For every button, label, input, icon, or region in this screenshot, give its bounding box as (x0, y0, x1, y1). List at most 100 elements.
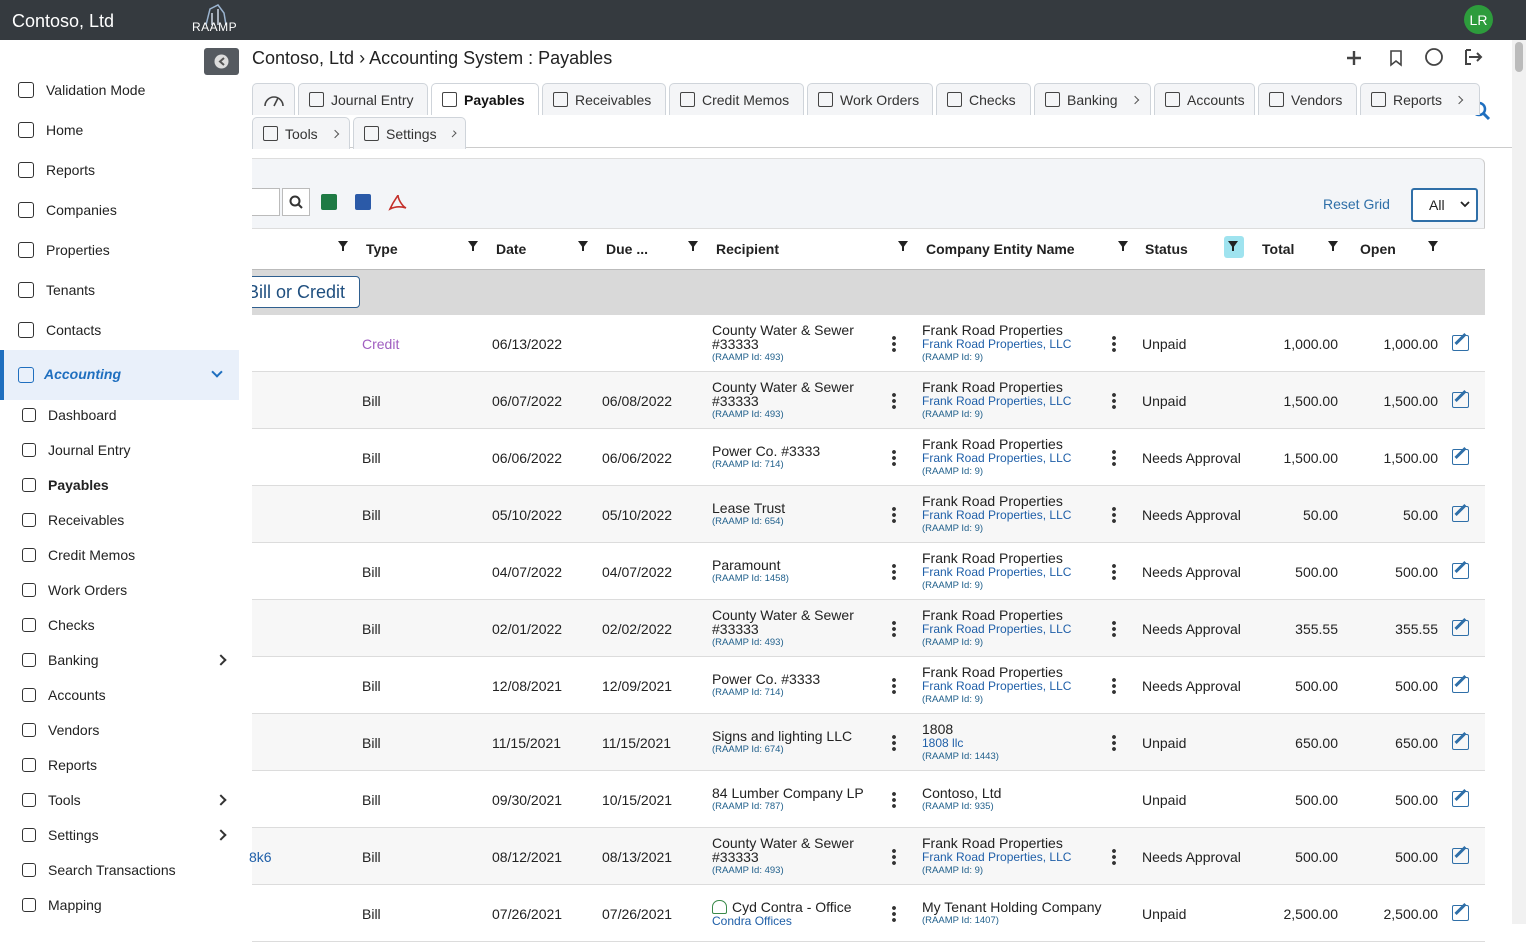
tab[interactable]: Accounts (1154, 83, 1255, 115)
edit-icon[interactable] (1452, 389, 1469, 408)
company-menu[interactable] (1112, 335, 1116, 353)
tab[interactable]: Tools (252, 117, 350, 149)
exit-icon[interactable] (1465, 49, 1483, 65)
company-link[interactable]: Frank Road Properties, LLC (922, 850, 1072, 864)
add-bill-button[interactable]: Bill or Credit (252, 276, 361, 308)
collapse-button[interactable] (204, 48, 239, 75)
company-menu[interactable] (1112, 563, 1116, 581)
table-row[interactable]: Bill 05/10/2022 05/10/2022 Lease Trust (RAAM… (252, 486, 1485, 543)
sidebar-item[interactable]: Contacts (0, 312, 239, 348)
sidebar-item[interactable]: Dashboard (0, 397, 239, 433)
company-link[interactable]: Frank Road Properties, LLC (922, 679, 1072, 693)
company-menu[interactable] (1112, 506, 1116, 524)
sidebar-item[interactable]: Tools (0, 782, 239, 818)
search-input[interactable] (252, 188, 280, 216)
filter-icon[interactable] (468, 241, 478, 248)
edit-icon[interactable] (1452, 902, 1469, 921)
filter-select[interactable]: All (1411, 188, 1478, 222)
recipient-link[interactable]: Condra Offices (712, 913, 792, 928)
company-menu[interactable] (1112, 620, 1116, 638)
company-menu[interactable] (1112, 392, 1116, 410)
company-menu[interactable] (1112, 677, 1116, 695)
tab[interactable]: Checks (936, 83, 1031, 115)
sidebar-item[interactable]: Properties (0, 232, 239, 268)
tab[interactable]: Reports (1360, 83, 1480, 115)
sidebar-item[interactable]: Credit Memos (0, 537, 239, 573)
accounting-section[interactable]: Accounting (0, 350, 239, 400)
table-row[interactable]: Bill 06/07/2022 06/08/2022 County Water & S… (252, 372, 1485, 429)
sidebar-item[interactable]: Validation Mode (0, 72, 239, 108)
tab[interactable]: Journal Entry (298, 83, 428, 115)
column-header[interactable]: Open (1360, 241, 1396, 257)
edit-icon[interactable] (1452, 845, 1469, 864)
edit-icon[interactable] (1452, 503, 1469, 522)
filter-icon[interactable] (1328, 241, 1338, 248)
edit-icon[interactable] (1452, 446, 1469, 465)
recipient-menu[interactable] (892, 734, 896, 752)
column-header[interactable]: Date (496, 241, 527, 257)
sidebar-item[interactable]: Settings (0, 817, 239, 853)
table-row[interactable]: Bill 06/06/2022 06/06/2022 Power Co. #3333(… (252, 429, 1485, 486)
tab[interactable]: Work Orders (807, 83, 933, 115)
filter-icon[interactable] (688, 241, 698, 248)
company-link[interactable]: Frank Road Properties, LLC (922, 622, 1072, 636)
company-link[interactable]: 1808 llc (922, 736, 964, 750)
tab[interactable]: Receivables (542, 83, 666, 115)
company-link[interactable]: Frank Road Properties, LLC (922, 565, 1072, 579)
help-icon[interactable] (1425, 48, 1443, 66)
column-header[interactable]: Recipient (716, 241, 780, 257)
filter-icon[interactable] (1428, 241, 1438, 248)
avatar[interactable]: LR (1464, 5, 1493, 34)
filter-icon[interactable] (338, 241, 348, 248)
company-menu[interactable] (1112, 449, 1116, 467)
sidebar-item[interactable]: Receivables (0, 502, 239, 538)
search-button[interactable] (282, 188, 310, 216)
add-icon[interactable] (1347, 51, 1361, 65)
recipient-menu[interactable] (892, 506, 896, 524)
dashboard-tab[interactable] (252, 83, 295, 115)
filter-icon[interactable] (578, 241, 588, 248)
sidebar-item[interactable]: Vendors (0, 712, 239, 748)
column-header[interactable]: Company Entity Name (926, 241, 1075, 257)
edit-icon[interactable] (1452, 560, 1469, 579)
table-row[interactable]: Bill 07/26/2021 07/26/2021 Cyd Contra - Off… (252, 885, 1485, 942)
edit-icon[interactable] (1452, 674, 1469, 693)
recipient-menu[interactable] (892, 335, 896, 353)
column-header[interactable]: Status (1145, 241, 1188, 257)
recipient-menu[interactable] (892, 791, 896, 809)
column-header[interactable]: Total (1262, 241, 1295, 257)
sidebar-item[interactable]: Accounts (0, 677, 239, 713)
company-menu[interactable] (1112, 734, 1116, 752)
sidebar-item[interactable]: Home (0, 112, 239, 148)
pdf-export[interactable] (388, 194, 407, 211)
table-row[interactable]: Bill 11/15/2021 11/15/2021 Signs and lighti… (252, 714, 1485, 771)
filter-icon[interactable] (1228, 241, 1238, 248)
sidebar-item[interactable]: Companies (0, 192, 239, 228)
table-row[interactable]: Bill 04/07/2022 04/07/2022 Paramount (RAAMP … (252, 543, 1485, 600)
recipient-menu[interactable] (892, 449, 896, 467)
edit-icon[interactable] (1452, 617, 1469, 636)
edit-icon[interactable] (1452, 788, 1469, 807)
bookmark-icon[interactable] (1390, 50, 1402, 67)
excel-export[interactable] (321, 194, 337, 210)
column-header[interactable]: Type (366, 241, 398, 257)
tab[interactable]: Credit Memos (669, 83, 804, 115)
scroll-thumb[interactable] (1515, 42, 1523, 72)
edit-icon[interactable] (1452, 731, 1469, 750)
tab[interactable]: Banking (1034, 83, 1151, 115)
recipient-menu[interactable] (892, 392, 896, 410)
sidebar-item[interactable]: Banking (0, 642, 239, 678)
filter-icon[interactable] (1118, 241, 1128, 248)
sidebar-item[interactable]: Search Transactions (0, 852, 239, 888)
reference-link[interactable]: 8k6 (249, 848, 272, 865)
sidebar-item[interactable]: Journal Entry (0, 432, 239, 468)
sidebar-item[interactable]: Tenants (0, 272, 239, 308)
sidebar-item[interactable]: Reports (0, 747, 239, 783)
tab[interactable]: Settings (353, 117, 466, 149)
sidebar-item[interactable]: Work Orders (0, 572, 239, 608)
recipient-menu[interactable] (892, 677, 896, 695)
company-link[interactable]: Frank Road Properties, LLC (922, 508, 1072, 522)
company-link[interactable]: Frank Road Properties, LLC (922, 394, 1072, 408)
sidebar-item[interactable]: Checks (0, 607, 239, 643)
table-row[interactable]: Credit 06/13/2022 County Water & Sewer #33… (252, 315, 1485, 372)
